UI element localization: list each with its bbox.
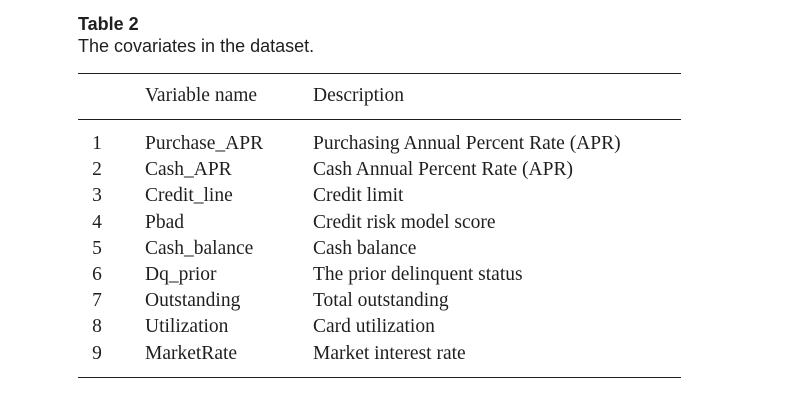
- table-row: 2 Cash_APR Cash Annual Percent Rate (APR…: [78, 157, 681, 183]
- table-body: 1 Purchase_APR Purchasing Annual Percent…: [78, 131, 681, 367]
- table-caption: The covariates in the dataset.: [78, 36, 315, 56]
- row-description: Cash Annual Percent Rate (APR): [313, 159, 573, 181]
- row-description: Credit risk model score: [313, 211, 496, 233]
- row-number: 9: [92, 342, 102, 364]
- row-variable: Utilization: [145, 316, 229, 338]
- top-rule: [78, 73, 681, 74]
- table-header-row: Variable name Description: [78, 82, 681, 110]
- row-number: 2: [92, 159, 102, 181]
- row-description: Total outstanding: [313, 290, 449, 312]
- row-number: 3: [92, 185, 102, 207]
- row-description: Purchasing Annual Percent Rate (APR): [313, 133, 621, 154]
- row-number: 4: [92, 211, 102, 233]
- row-description: Market interest rate: [313, 342, 466, 364]
- row-number: 7: [92, 290, 102, 312]
- row-number: 6: [92, 263, 102, 285]
- row-variable: Purchase_APR: [145, 133, 264, 154]
- row-variable: Credit_line: [145, 185, 233, 207]
- row-variable: Cash_APR: [145, 159, 232, 181]
- bottom-rule: [78, 377, 681, 378]
- row-number: 1: [92, 133, 102, 154]
- row-description: Credit limit: [313, 185, 404, 207]
- row-description: Cash balance: [313, 237, 417, 259]
- table-row: 6 Dq_prior The prior delinquent status: [78, 262, 681, 288]
- row-description: Card utilization: [313, 316, 435, 338]
- row-variable: Pbad: [145, 211, 184, 233]
- table-row: 1 Purchase_APR Purchasing Annual Percent…: [78, 131, 681, 157]
- row-description: The prior delinquent status: [313, 263, 523, 285]
- table-row: 8 Utilization Card utilization: [78, 314, 681, 340]
- table-row: 4 Pbad Credit risk model score: [78, 210, 681, 236]
- row-variable: Dq_prior: [145, 263, 217, 285]
- row-number: 5: [92, 237, 102, 259]
- table-row: 3 Credit_line Credit limit: [78, 183, 681, 209]
- header-rule: [78, 119, 681, 120]
- row-variable: Cash_balance: [145, 237, 254, 259]
- table-row: 9 MarketRate Market interest rate: [78, 341, 681, 367]
- row-number: 8: [92, 316, 102, 338]
- row-variable: MarketRate: [145, 342, 238, 364]
- table-container: Table 2 The covariates in the dataset. V…: [78, 13, 681, 378]
- header-variable-name: Variable name: [145, 85, 258, 106]
- table-row: 5 Cash_balance Cash balance: [78, 236, 681, 262]
- row-variable: Outstanding: [145, 290, 241, 312]
- table-row: 7 Outstanding Total outstanding: [78, 288, 681, 314]
- header-description: Description: [313, 85, 404, 106]
- table-label: Table 2: [78, 14, 139, 34]
